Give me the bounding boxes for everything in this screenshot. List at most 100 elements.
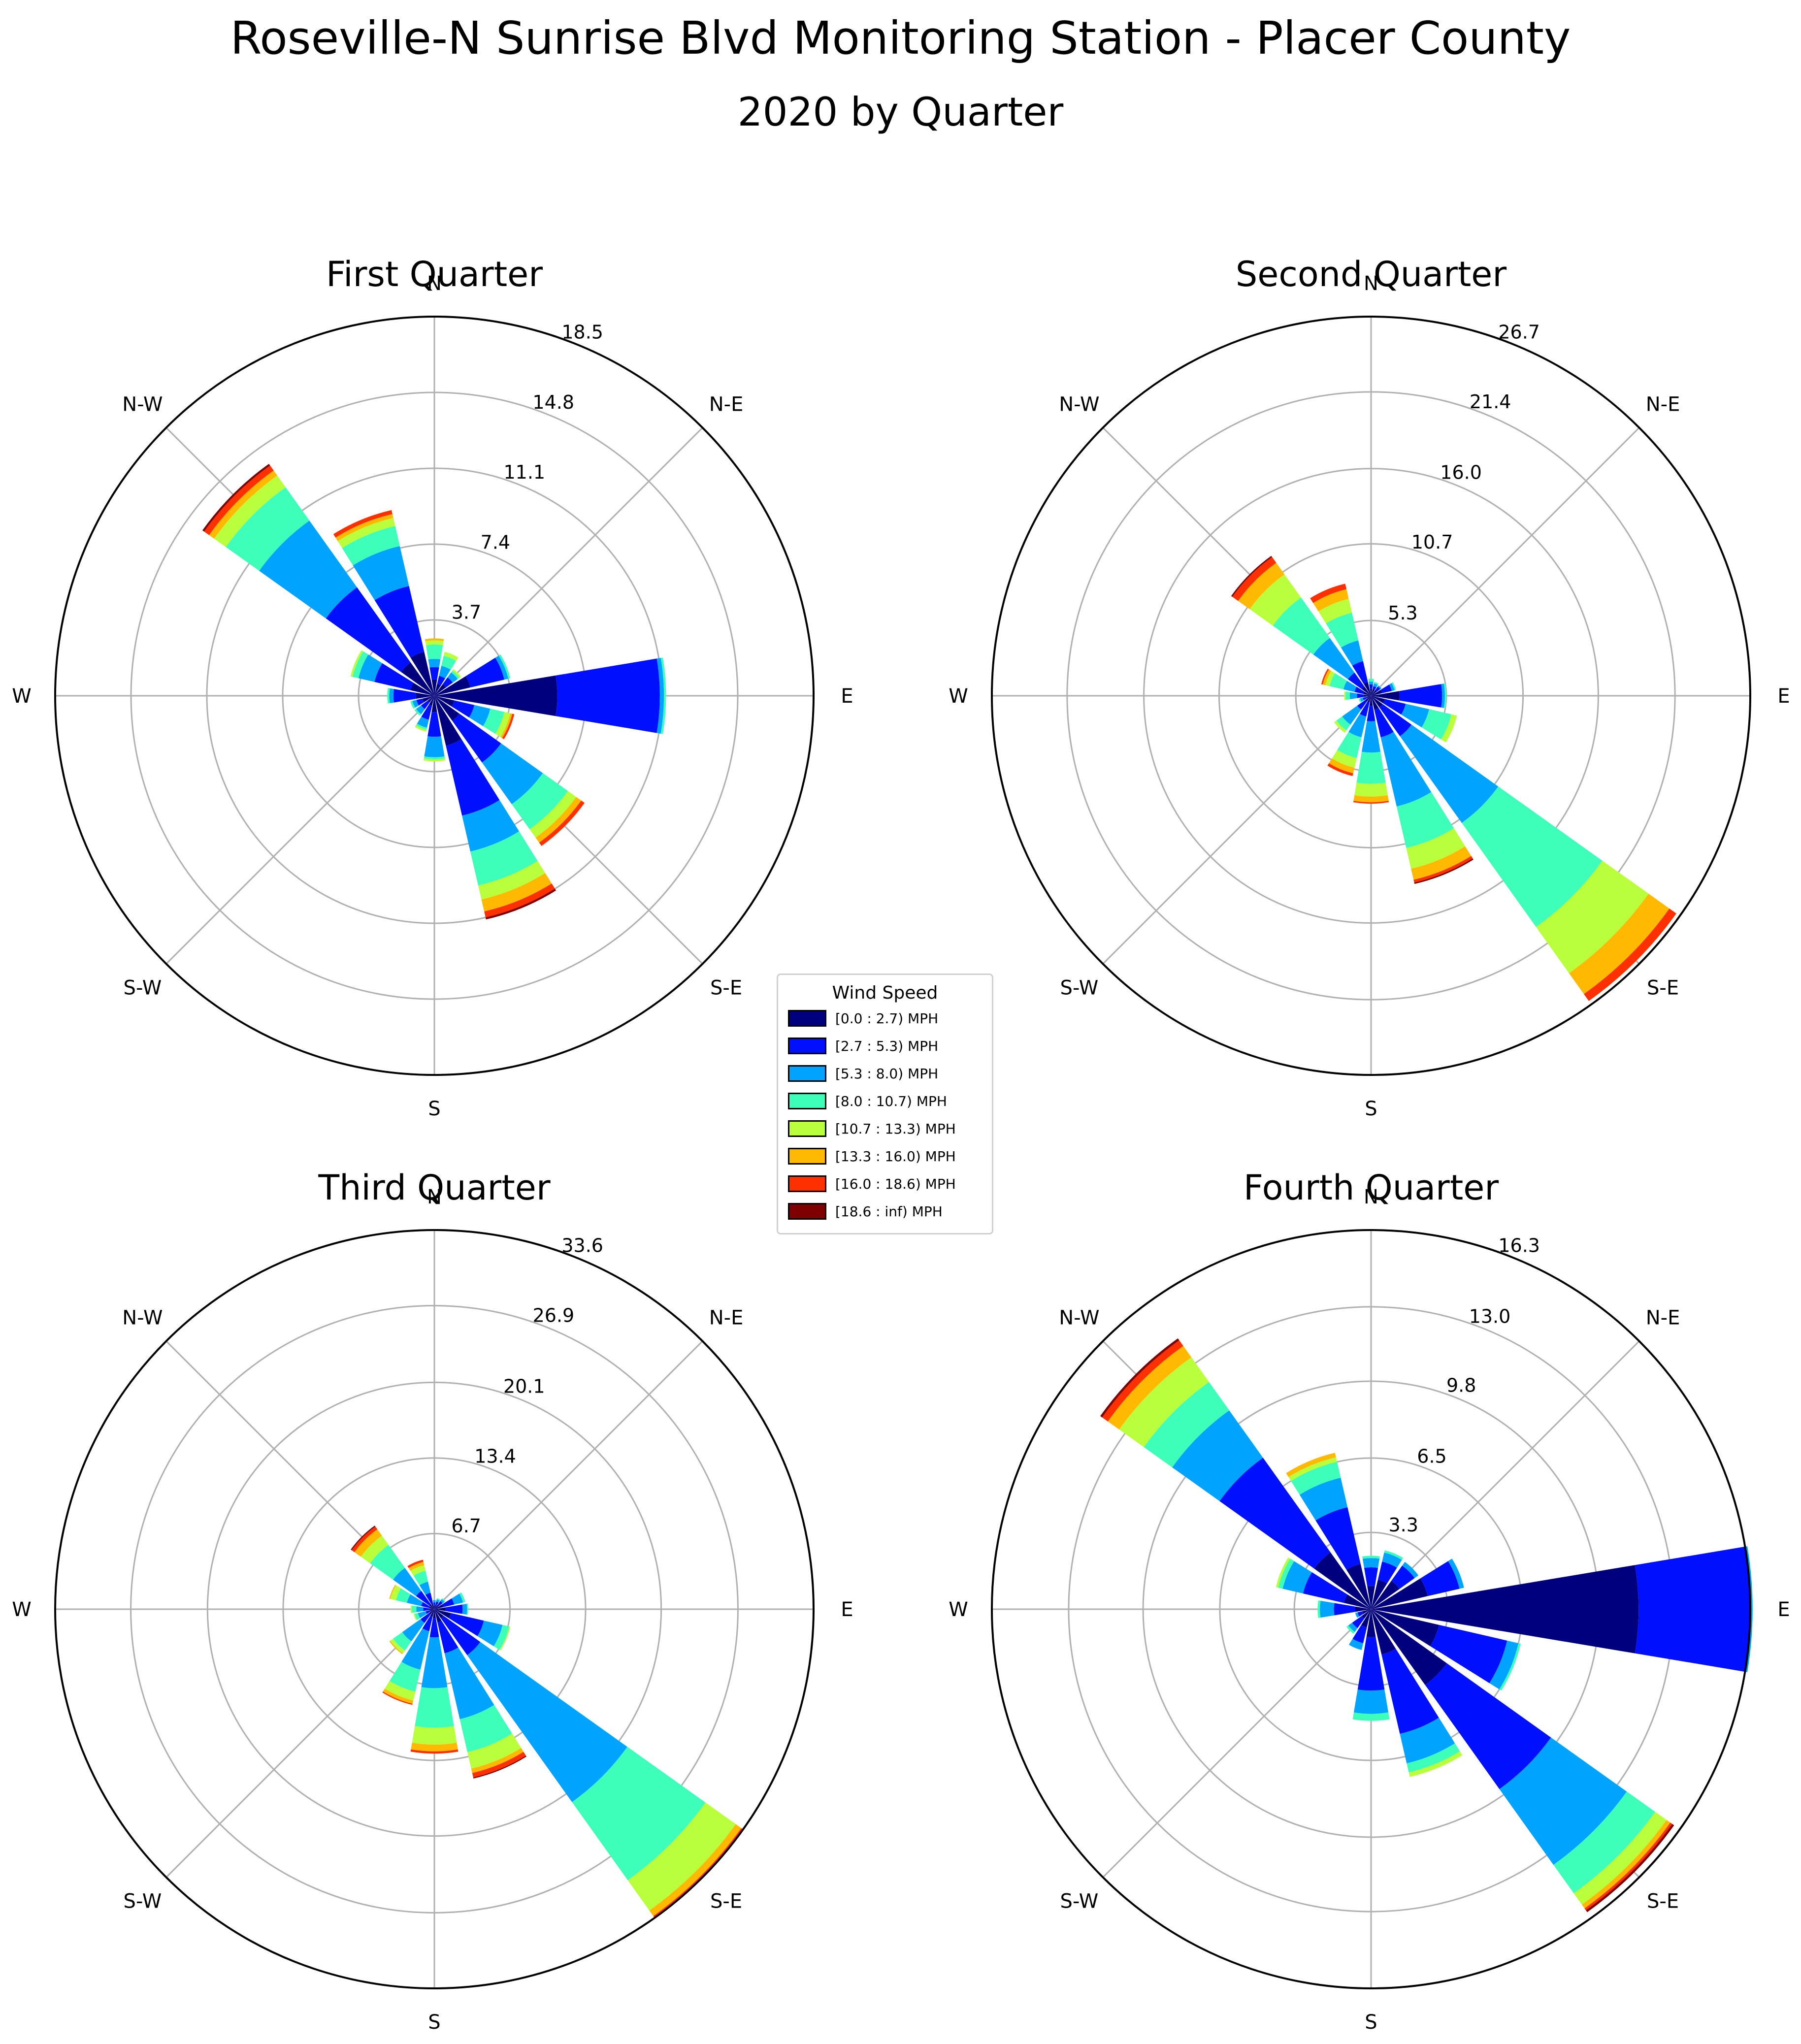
wind-bar-segment (1325, 671, 1335, 686)
wind-bar-segment (1119, 1357, 1209, 1447)
wind-bar-segment (445, 1604, 463, 1614)
wind-bar-segment (1367, 1586, 1375, 1609)
wind-bar-segment (352, 651, 368, 679)
wind-bar-segment (410, 651, 434, 696)
wind-bar-segment (1353, 1689, 1389, 1714)
wind-bar-segment (401, 1628, 429, 1670)
legend-label: [10.7 : 13.3) MPH (835, 1120, 956, 1137)
wind-bar-segment (413, 1614, 418, 1621)
wind-bar-segment (434, 696, 462, 746)
wind-bar-segment (1408, 1751, 1463, 1777)
wind-bar-segment (387, 688, 390, 704)
grid-spoke (165, 695, 435, 965)
grid-spoke (1370, 1340, 1640, 1610)
wind-bar-segment (1286, 1453, 1336, 1477)
wind-bar-segment (1553, 1791, 1655, 1893)
wind-bar-segment (1362, 1609, 1371, 1615)
wind-bar-segment (467, 1733, 522, 1769)
direction-label: W (12, 685, 32, 708)
panel-title: Fourth Quarter (1244, 1168, 1499, 1208)
wind-bar-segment (1383, 699, 1406, 715)
wind-bar-segment (441, 1616, 481, 1655)
wind-bar-segment (390, 1585, 401, 1600)
wind-bar-segment (444, 1647, 494, 1720)
wind-bar-segment (416, 692, 434, 699)
legend-swatch (788, 1175, 826, 1192)
legend-item: [18.6 : inf) MPH (788, 1201, 943, 1221)
wind-bar-segment (572, 1747, 706, 1881)
wind-bar-segment (430, 1609, 434, 1612)
wind-bar-segment (1362, 1558, 1380, 1568)
wind-bar-segment (467, 1642, 627, 1802)
wind-bar-segment (214, 475, 286, 547)
wind-bar-segment (1356, 751, 1386, 784)
wind-bar-segment (1371, 696, 1385, 704)
wind-bar-segment (412, 1726, 457, 1745)
wind-bar-segment (407, 1594, 423, 1606)
wind-bar-segment (1363, 681, 1371, 696)
wind-bar-segment (1379, 704, 1412, 737)
wind-bar-segment (1375, 686, 1380, 692)
wind-bar-segment (1108, 1346, 1192, 1430)
grid-spoke (433, 1340, 703, 1610)
wind-bar-segment (428, 1608, 434, 1610)
wind-bar-segment (412, 700, 419, 708)
wind-bar-segment (1425, 1663, 1551, 1789)
wind-bar-segment (1334, 720, 1346, 733)
wind-bar-segment (1391, 682, 1396, 690)
wind-bar-segment (1406, 828, 1466, 869)
wind-bar-segment (1373, 683, 1378, 687)
wind-bar-segment (1358, 698, 1362, 703)
wind-bar-segment (1374, 708, 1394, 738)
wind-bar-segment (1399, 684, 1442, 708)
windrose-panel: First Quarter 3.7 7.4 11.1 14.8 18.5 E N-E N N-W W… (12, 254, 853, 1120)
wind-bar-segment (1102, 1340, 1183, 1422)
legend-item: [13.3 : 16.0) MPH (788, 1146, 956, 1166)
figure-title: Roseville-N Sunrise Blvd Monitoring Stat… (230, 12, 1571, 65)
wind-bar-segment (459, 1592, 465, 1603)
wind-bar-segment (1348, 1622, 1358, 1632)
windrose-panel: Fourth Quarter 3.3 6.5 9.8 13.0 16.3 E N-E N N-W W… (949, 1168, 1790, 2034)
wind-bar-segment (1318, 599, 1352, 624)
wind-bar-segment (434, 684, 446, 696)
wind-bar-segment (428, 659, 441, 668)
wind-bar-segment (436, 1599, 440, 1603)
wind-bar-segment (1352, 1616, 1365, 1628)
direction-label: N-E (709, 393, 744, 416)
wind-bar-segment (1357, 693, 1364, 698)
wind-bar-segment (1341, 640, 1363, 666)
wind-bar-segment (1367, 705, 1375, 721)
wind-bar-segment (425, 638, 444, 642)
wind-bar-segment (469, 705, 491, 726)
direction-label: S-E (1647, 1890, 1679, 1913)
wind-bar-segment (410, 1565, 426, 1576)
wind-bar-segment (439, 666, 451, 679)
legend-title: Wind Speed (832, 983, 938, 1003)
wind-bar-segment (428, 1606, 434, 1609)
wind-bar-segment (1400, 724, 1499, 823)
wind-bar-segment (1346, 1625, 1355, 1634)
wind-bar-segment (462, 800, 520, 852)
wind-bar-segment (410, 682, 434, 696)
wind-bar-segment (1365, 696, 1371, 702)
wind-bar-segment (483, 709, 504, 734)
wind-bar-segment (1354, 1606, 1371, 1612)
direction-label: W (949, 1598, 968, 1621)
wind-bar-segment (421, 1637, 448, 1688)
wind-bar-segment (1371, 1565, 1639, 1654)
wind-bar-segment (437, 1621, 458, 1654)
wind-bar-segment (1371, 1609, 1396, 1655)
wind-bar-segment (1291, 1461, 1341, 1495)
direction-label: E (1777, 1598, 1790, 1621)
direction-label: E (841, 685, 853, 708)
legend-swatch (788, 1148, 826, 1165)
outer-circle (991, 1229, 1751, 1989)
wind-bar-segment (1364, 1567, 1378, 1587)
wind-bar-segment (433, 1602, 436, 1606)
wind-bar-segment (1366, 1609, 1376, 1637)
wind-bar-segment (421, 1613, 431, 1623)
wind-bar-segment (1369, 696, 1373, 706)
wind-bar-segment (1144, 1382, 1229, 1467)
wind-bar-segment (1315, 1507, 1361, 1570)
wind-bar-segment (1348, 714, 1367, 738)
